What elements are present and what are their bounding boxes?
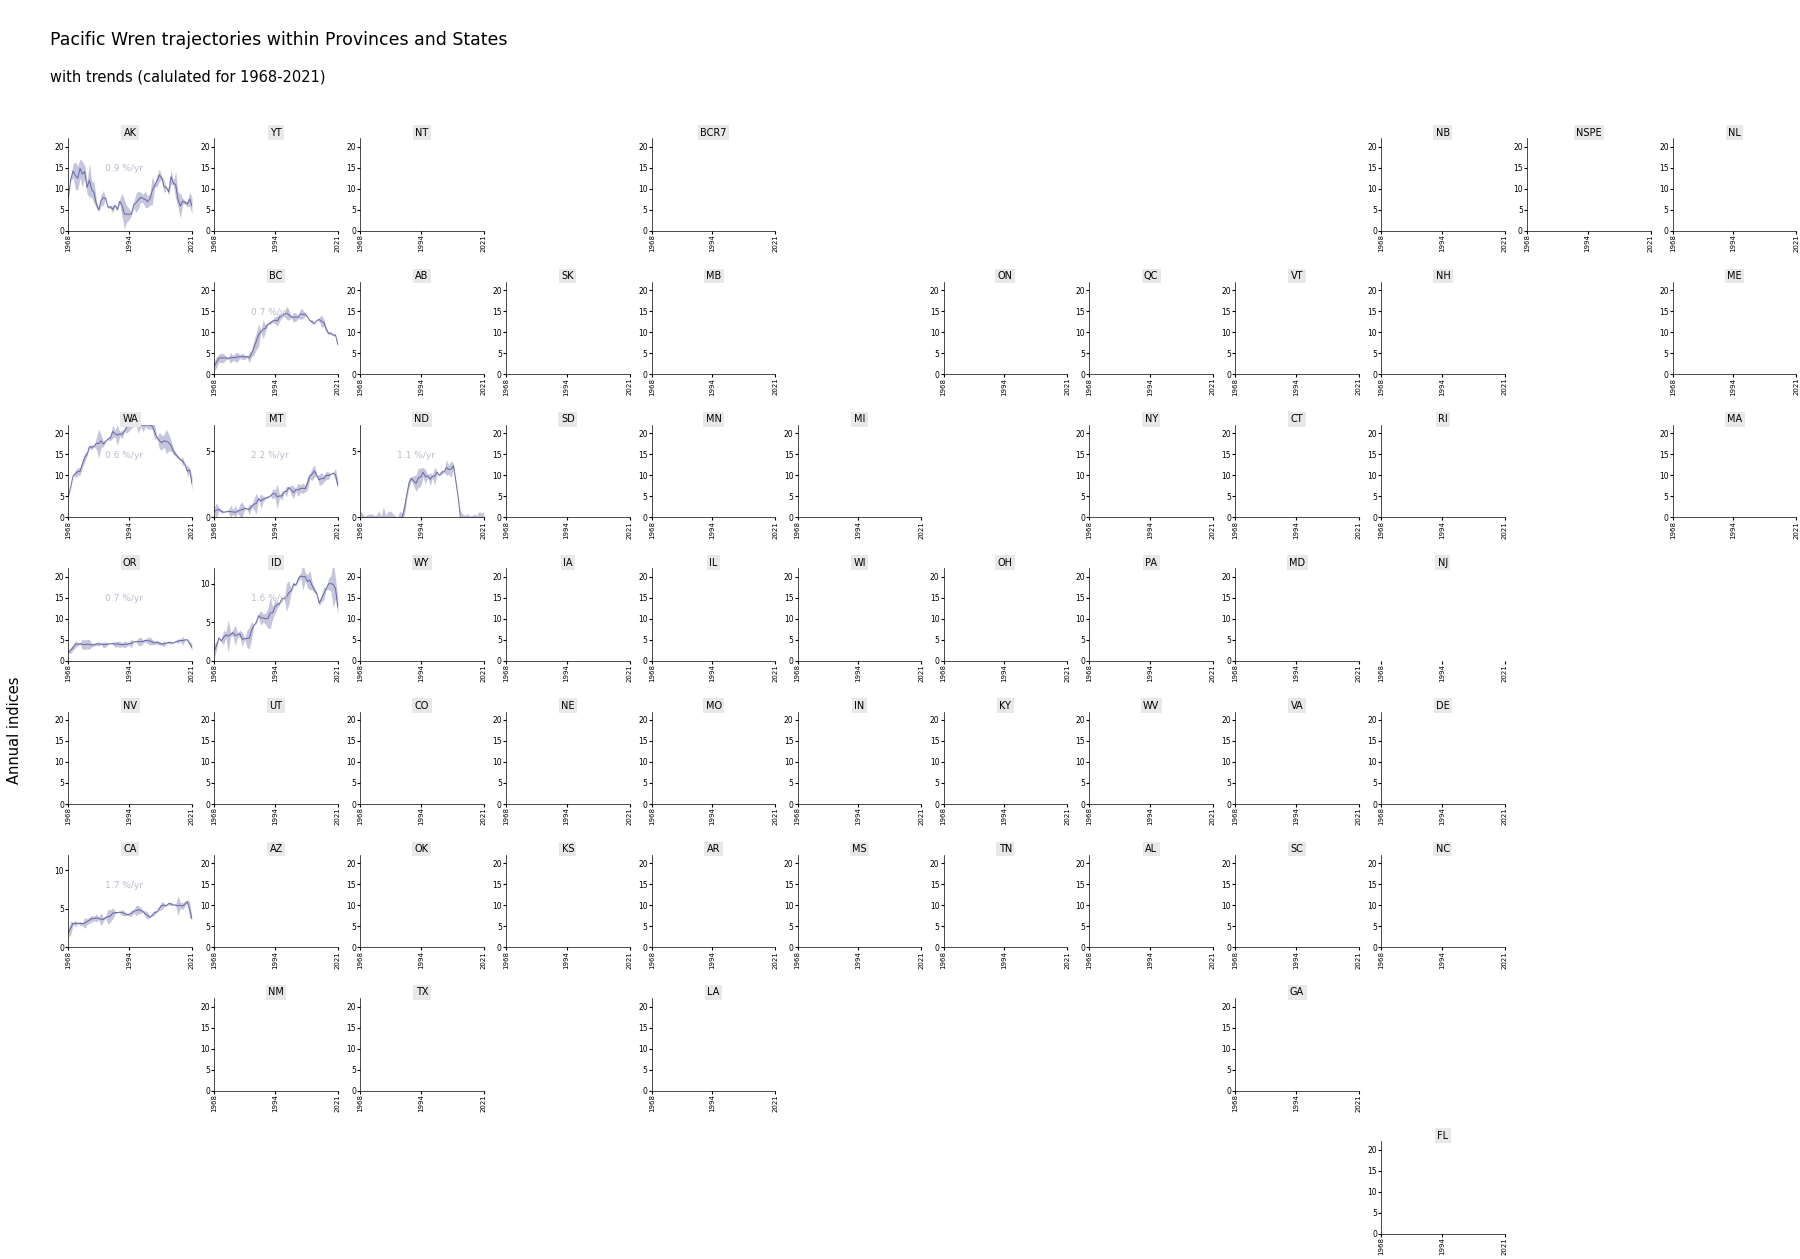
Title: SC: SC — [1291, 844, 1303, 854]
Title: KS: KS — [562, 844, 574, 854]
Title: MT: MT — [268, 414, 283, 424]
Title: OR: OR — [122, 558, 137, 568]
Title: UT: UT — [270, 701, 283, 711]
Title: AZ: AZ — [270, 844, 283, 854]
Title: NT: NT — [416, 127, 428, 137]
Text: 0.7 %/yr: 0.7 %/yr — [106, 594, 144, 603]
Text: Annual indices: Annual indices — [7, 676, 22, 784]
Title: VA: VA — [1291, 701, 1303, 711]
Text: with trends (calulated for 1968-2021): with trends (calulated for 1968-2021) — [50, 69, 326, 84]
Title: YT: YT — [270, 127, 283, 137]
Title: AR: AR — [707, 844, 720, 854]
Title: PA: PA — [1145, 558, 1157, 568]
Title: RI: RI — [1438, 414, 1447, 424]
Title: NC: NC — [1436, 844, 1451, 854]
Title: MO: MO — [706, 701, 722, 711]
Text: 0.9 %/yr: 0.9 %/yr — [106, 165, 144, 174]
Text: 0.6 %/yr: 0.6 %/yr — [106, 451, 144, 460]
Title: ON: ON — [997, 271, 1013, 281]
Title: FL: FL — [1438, 1131, 1449, 1141]
Text: 0.7 %/yr: 0.7 %/yr — [252, 307, 290, 317]
Title: WA: WA — [122, 414, 139, 424]
Title: OH: OH — [997, 558, 1013, 568]
Text: Pacific Wren trajectories within Provinces and States: Pacific Wren trajectories within Provinc… — [50, 31, 508, 49]
Title: ID: ID — [270, 558, 281, 568]
Title: MN: MN — [706, 414, 722, 424]
Text: 1.1 %/yr: 1.1 %/yr — [398, 451, 436, 460]
Title: WV: WV — [1143, 701, 1159, 711]
Title: AB: AB — [416, 271, 428, 281]
Title: NY: NY — [1145, 414, 1157, 424]
Title: AK: AK — [124, 127, 137, 137]
Title: IN: IN — [855, 701, 864, 711]
Title: NV: NV — [122, 701, 137, 711]
Title: MB: MB — [706, 271, 722, 281]
Title: CA: CA — [124, 844, 137, 854]
Title: CO: CO — [414, 701, 428, 711]
Title: SK: SK — [562, 271, 574, 281]
Title: MD: MD — [1289, 558, 1305, 568]
Title: KY: KY — [999, 701, 1012, 711]
Title: IA: IA — [563, 558, 572, 568]
Text: 1.6 %/yr: 1.6 %/yr — [252, 594, 290, 603]
Title: MA: MA — [1726, 414, 1742, 424]
Title: NE: NE — [562, 701, 574, 711]
Title: BCR7: BCR7 — [700, 127, 727, 137]
Title: OK: OK — [416, 844, 428, 854]
Title: NL: NL — [1728, 127, 1741, 137]
Title: GA: GA — [1291, 987, 1303, 997]
Title: QC: QC — [1145, 271, 1159, 281]
Text: 1.7 %/yr: 1.7 %/yr — [106, 881, 144, 890]
Title: TX: TX — [416, 987, 428, 997]
Title: ND: ND — [414, 414, 430, 424]
Title: AL: AL — [1145, 844, 1157, 854]
Title: LA: LA — [707, 987, 720, 997]
Title: NSPE: NSPE — [1577, 127, 1602, 137]
Title: BC: BC — [270, 271, 283, 281]
Title: NH: NH — [1436, 271, 1451, 281]
Title: MI: MI — [853, 414, 866, 424]
Title: MS: MS — [851, 844, 868, 854]
Title: VT: VT — [1291, 271, 1303, 281]
Title: NJ: NJ — [1438, 558, 1447, 568]
Title: DE: DE — [1436, 701, 1449, 711]
Title: CT: CT — [1291, 414, 1303, 424]
Text: 2.2 %/yr: 2.2 %/yr — [252, 451, 290, 460]
Title: NB: NB — [1436, 127, 1451, 137]
Title: IL: IL — [709, 558, 718, 568]
Title: TN: TN — [999, 844, 1012, 854]
Title: WI: WI — [853, 558, 866, 568]
Title: NM: NM — [268, 987, 284, 997]
Title: SD: SD — [562, 414, 574, 424]
Title: ME: ME — [1728, 271, 1742, 281]
Title: WY: WY — [414, 558, 430, 568]
